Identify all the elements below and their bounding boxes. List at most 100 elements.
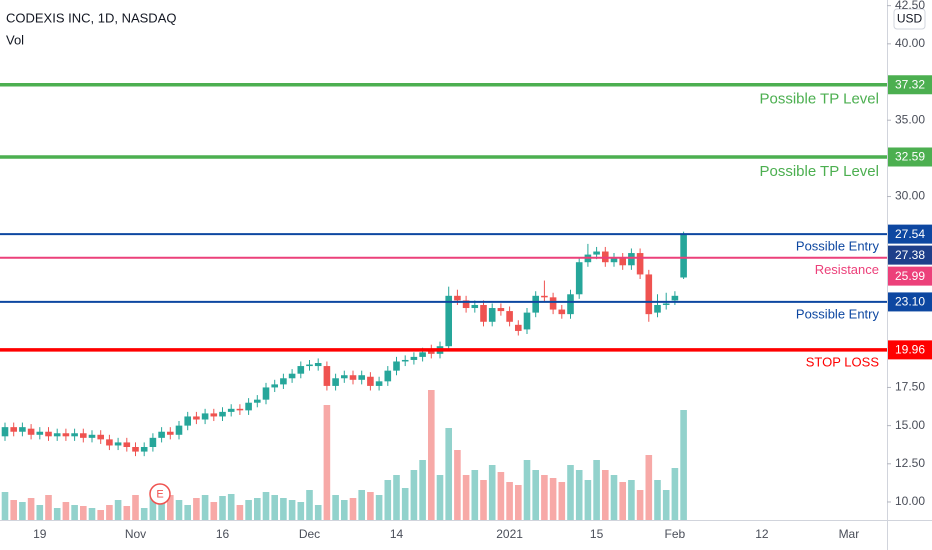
candle-body	[219, 411, 226, 417]
level-text: STOP LOSS	[806, 354, 880, 369]
candle-body	[19, 427, 26, 432]
y-tick-label: 15.00	[895, 418, 925, 432]
candle-body	[88, 434, 96, 438]
candle-body	[654, 304, 661, 313]
chart-title: CODEXIS INC, 1D, NASDAQ	[6, 10, 176, 25]
candle-body	[367, 376, 374, 386]
volume-bar	[106, 505, 113, 520]
earnings-marker[interactable]	[149, 483, 171, 505]
candle-body	[62, 433, 70, 437]
volume-bar	[401, 488, 409, 520]
candle-body	[375, 381, 383, 386]
candle-body	[619, 257, 626, 266]
candle-body	[288, 373, 296, 379]
volume-bar	[149, 490, 157, 520]
candle-body	[80, 433, 87, 438]
price-tag-label: 27.54	[895, 227, 925, 241]
candle-body	[280, 378, 287, 385]
volume-bar	[602, 470, 609, 520]
volume-bar	[584, 480, 592, 520]
candle-body	[341, 375, 348, 379]
candle-body	[349, 375, 357, 380]
volume-bar	[523, 460, 531, 520]
volume-bar	[358, 490, 365, 520]
candle-body	[410, 356, 418, 360]
currency-box[interactable]	[893, 8, 926, 30]
volume-bar	[480, 480, 487, 520]
volume-bar	[62, 502, 70, 520]
candle-body	[245, 402, 252, 411]
x-tick-label: 14	[390, 527, 404, 541]
volume-bar	[367, 492, 374, 520]
candle-body	[567, 294, 574, 315]
candle-body	[53, 433, 61, 437]
candle-body	[332, 378, 339, 386]
volume-bar	[567, 465, 574, 520]
volume-bar	[10, 500, 17, 520]
volume-bar	[549, 478, 557, 520]
volume-bar	[445, 428, 452, 520]
candle-body	[236, 408, 244, 411]
volume-bar	[628, 480, 635, 520]
volume-bar	[541, 475, 548, 520]
volume-bar	[341, 500, 348, 520]
candle-body	[45, 431, 52, 437]
volume-bar	[158, 492, 165, 520]
candle-body	[27, 428, 35, 435]
volume-bar	[636, 490, 644, 520]
price-tag-label: 25.99	[895, 269, 925, 283]
volume-bar	[19, 502, 26, 520]
volume-bar	[271, 495, 278, 520]
volume-bar	[654, 480, 661, 520]
volume-bar	[175, 500, 183, 520]
candle-body	[201, 413, 209, 420]
candle-body	[271, 384, 278, 388]
volume-bar	[393, 475, 400, 520]
y-tick-label: 35.00	[895, 112, 925, 126]
volume-bar	[27, 498, 35, 520]
volume-bar	[219, 496, 226, 520]
candle-body	[106, 439, 113, 446]
volume-bar	[245, 500, 252, 520]
candle-body	[262, 387, 270, 400]
candle-body	[454, 295, 461, 301]
candle-body	[358, 375, 365, 380]
volume-bar	[167, 495, 174, 520]
candle-body	[610, 257, 618, 263]
volume-bar	[680, 410, 687, 520]
volume-bar	[619, 482, 626, 520]
candle-body	[97, 434, 104, 440]
volume-bar	[410, 470, 418, 520]
candle-body	[480, 304, 487, 322]
y-tick-label: 17.50	[895, 380, 925, 394]
volume-bar	[71, 505, 78, 520]
y-tick-label: 30.00	[895, 189, 925, 203]
price-tag	[888, 245, 932, 265]
x-tick-label: 2021	[496, 527, 523, 541]
volume-bar	[193, 498, 200, 520]
candle-body	[636, 253, 644, 275]
volume-bar	[506, 482, 513, 520]
candle-body	[210, 413, 218, 417]
candle-body	[123, 442, 131, 448]
candle-body	[36, 431, 44, 435]
volume-bar	[306, 490, 313, 520]
volume-bar	[323, 405, 331, 520]
candle-body	[306, 364, 313, 367]
volume-bar	[332, 495, 339, 520]
volume-bar	[384, 480, 392, 520]
x-tick-label: 19	[33, 527, 47, 541]
candle-body	[193, 416, 200, 420]
volume-bar	[497, 472, 505, 520]
candle-body	[297, 366, 305, 374]
currency[interactable]: USD	[897, 12, 923, 26]
y-tick-label: 12.50	[895, 456, 925, 470]
earnings-label[interactable]: E	[156, 488, 163, 500]
price-tag	[888, 224, 932, 244]
volume-bar	[532, 470, 539, 520]
volume-legend: Vol	[6, 32, 24, 47]
volume-bar	[419, 460, 426, 520]
volume-bar	[80, 506, 87, 520]
candle-body	[175, 425, 183, 435]
